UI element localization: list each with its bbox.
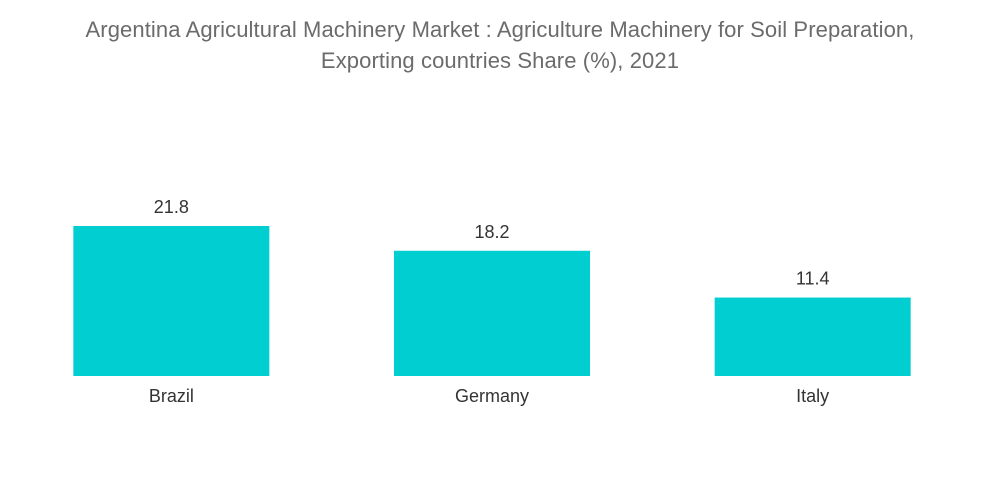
category-labels-layer: Brazil Germany Italy	[149, 386, 829, 406]
category-label-germany: Germany	[455, 386, 529, 406]
category-label-italy: Italy	[796, 386, 829, 406]
chart-title-line-1: Argentina Agricultural Machinery Market …	[85, 17, 915, 42]
bar-italy	[714, 297, 911, 376]
chart-title-line-2: Exporting countries Share (%), 2021	[320, 48, 680, 73]
bars-layer	[73, 226, 911, 376]
value-label-italy: 11.4	[796, 269, 830, 289]
chart-title: Argentina Agricultural Machinery Market …	[0, 14, 1000, 76]
value-labels-layer: 21.8 18.2 11.4	[154, 197, 830, 289]
value-label-brazil: 21.8	[154, 197, 189, 217]
category-label-brazil: Brazil	[149, 386, 194, 406]
value-label-germany: 18.2	[474, 222, 509, 242]
bar-germany	[394, 250, 590, 376]
bar-brazil	[73, 226, 270, 376]
